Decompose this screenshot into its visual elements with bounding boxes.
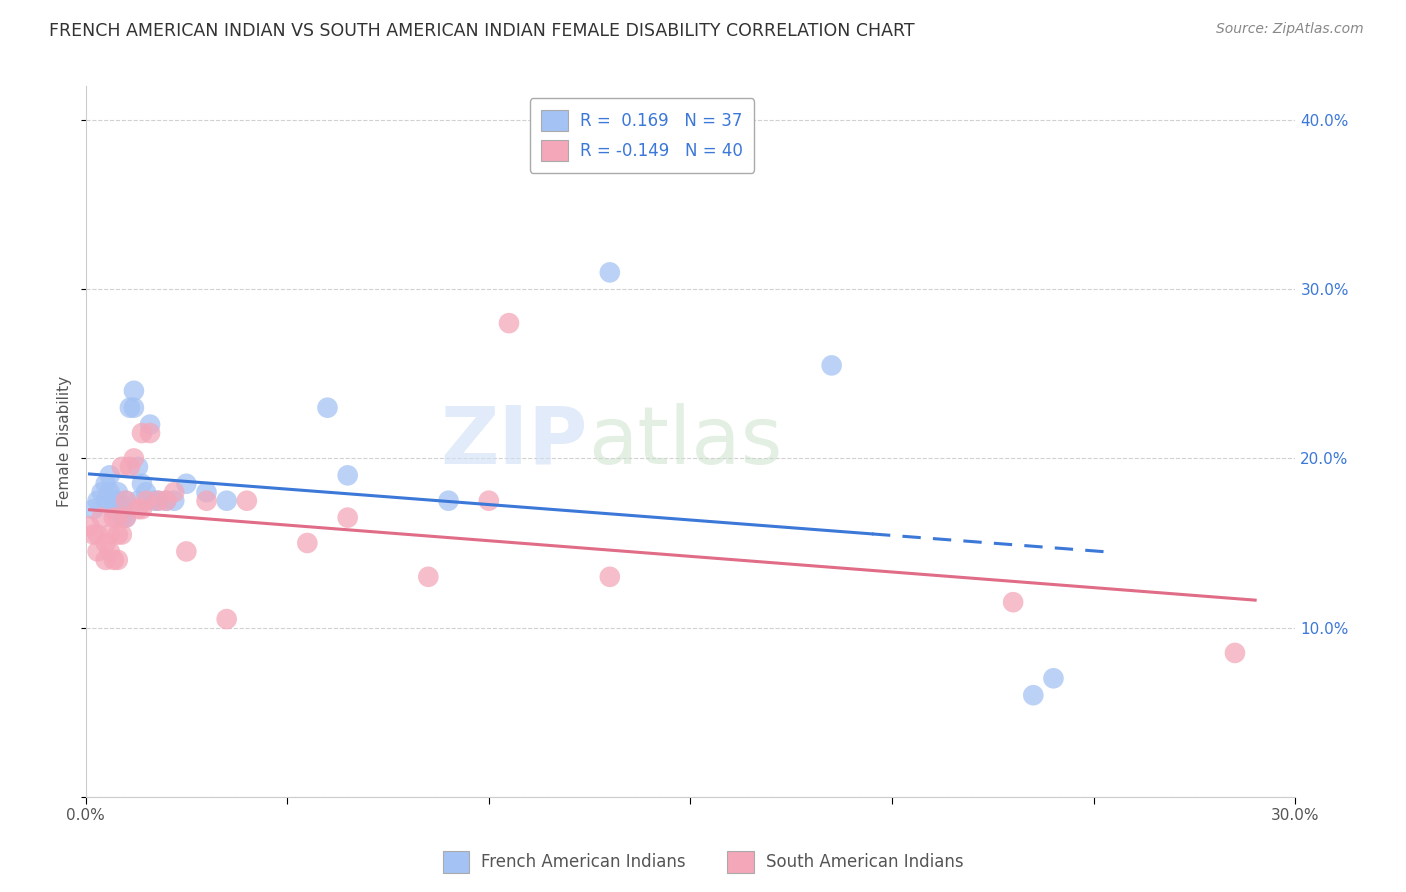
Point [127, 459, 149, 474]
Point [107, 527, 129, 541]
Point [111, 510, 134, 524]
Point [83, 527, 105, 541]
Text: Source: ZipAtlas.com: Source: ZipAtlas.com [1216, 22, 1364, 37]
Point [195, 493, 218, 508]
Point [98, 485, 121, 500]
Point [111, 502, 134, 516]
Point [83, 502, 105, 516]
Point [599, 570, 621, 584]
Point [131, 425, 153, 440]
Point [122, 384, 145, 398]
Point [107, 493, 129, 508]
Point [111, 459, 134, 474]
Point [297, 536, 319, 550]
Point [86, 493, 108, 508]
Point [115, 510, 138, 524]
Point [236, 493, 259, 508]
Point [599, 265, 621, 279]
Point [135, 493, 157, 508]
Point [107, 510, 129, 524]
Point [155, 493, 177, 508]
Point [1022, 688, 1045, 702]
Point [86, 527, 108, 541]
Point [111, 527, 134, 541]
Point [1002, 595, 1025, 609]
Point [336, 468, 359, 483]
Point [118, 401, 141, 415]
Text: ZIP: ZIP [440, 402, 588, 481]
Point [103, 553, 125, 567]
Point [139, 425, 162, 440]
Point [127, 502, 149, 516]
Point [98, 468, 121, 483]
Point [131, 476, 153, 491]
Legend: French American Indians, South American Indians: French American Indians, South American … [436, 845, 970, 880]
Point [94, 476, 117, 491]
Point [94, 536, 117, 550]
Point [316, 401, 339, 415]
Point [215, 612, 238, 626]
Point [94, 493, 117, 508]
Point [90, 510, 112, 524]
Point [90, 485, 112, 500]
Point [98, 544, 121, 558]
Point [1042, 671, 1064, 685]
Point [127, 493, 149, 508]
Point [336, 510, 359, 524]
Point [115, 510, 138, 524]
Point [107, 485, 129, 500]
Point [155, 493, 177, 508]
Point [107, 553, 129, 567]
Point [98, 527, 121, 541]
Point [143, 493, 166, 508]
Legend: R =  0.169   N = 37, R = -0.149   N = 40: R = 0.169 N = 37, R = -0.149 N = 40 [530, 98, 755, 173]
Point [103, 510, 125, 524]
Point [86, 544, 108, 558]
Point [176, 544, 198, 558]
Point [103, 493, 125, 508]
Point [103, 502, 125, 516]
Point [163, 485, 186, 500]
Point [1223, 646, 1246, 660]
Point [122, 401, 145, 415]
Point [418, 570, 440, 584]
Point [176, 476, 198, 491]
Point [820, 359, 842, 373]
Point [163, 493, 186, 508]
Point [115, 493, 138, 508]
Point [139, 417, 162, 432]
Point [146, 493, 169, 508]
Y-axis label: Female Disability: Female Disability [58, 376, 72, 507]
Point [146, 493, 169, 508]
Point [131, 502, 153, 516]
Point [195, 485, 218, 500]
Point [118, 459, 141, 474]
Text: FRENCH AMERICAN INDIAN VS SOUTH AMERICAN INDIAN FEMALE DISABILITY CORRELATION CH: FRENCH AMERICAN INDIAN VS SOUTH AMERICAN… [49, 22, 915, 40]
Point [478, 493, 501, 508]
Point [135, 485, 157, 500]
Point [94, 553, 117, 567]
Point [79, 519, 101, 533]
Point [122, 451, 145, 466]
Text: atlas: atlas [588, 402, 782, 481]
Point [215, 493, 238, 508]
Point [498, 316, 520, 330]
Point [115, 493, 138, 508]
Point [437, 493, 460, 508]
